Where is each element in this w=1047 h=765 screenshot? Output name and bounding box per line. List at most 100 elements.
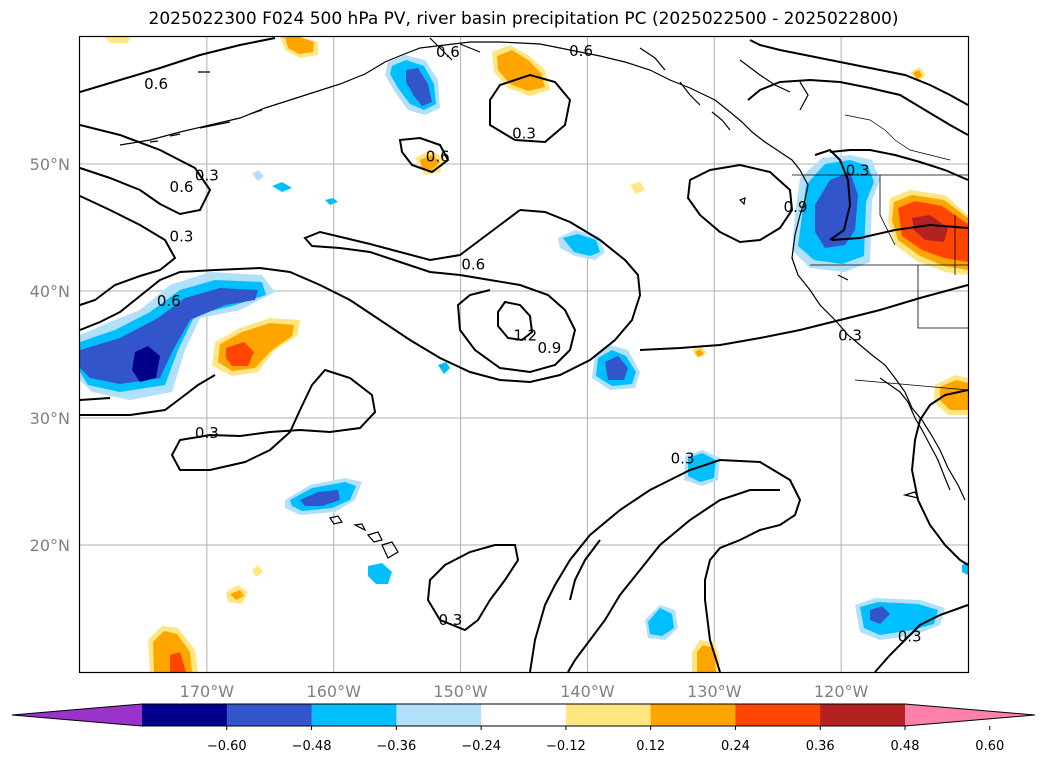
colorbar-segment	[565, 704, 652, 726]
pv-contour	[79, 37, 276, 93]
small-islands	[198, 71, 920, 499]
colorbar-segment	[226, 704, 313, 726]
colorbar-tick-label: −0.60	[207, 739, 247, 754]
lon-tick-label: 160°W	[307, 682, 362, 701]
precip-positive-area	[230, 590, 244, 600]
pv-contour	[639, 284, 969, 351]
colorbar-tick-label: −0.12	[546, 739, 586, 754]
colorbar-tick-label: 0.36	[806, 739, 835, 754]
map-title: 2025022300 F024 500 hPa PV, river basin …	[148, 9, 899, 29]
map-frame	[78, 35, 970, 674]
contour-label: 0.3	[898, 627, 922, 645]
precip-positive-area	[226, 342, 254, 366]
colorbar-tick-label: −0.36	[376, 739, 416, 754]
precip-negative-area	[272, 182, 292, 192]
precip-negative-area	[962, 562, 968, 575]
contour-label: 0.3	[671, 450, 695, 468]
contour-label: 0.9	[784, 198, 808, 216]
colorbar-segment	[396, 704, 482, 726]
pv-contour	[79, 124, 212, 216]
colorbar-tick-label: 0.48	[891, 739, 920, 754]
colorbar-segment	[820, 704, 906, 726]
colorbar-tick-label: 0.24	[721, 739, 750, 754]
precip-positive-area	[252, 565, 263, 577]
precip-positive-area	[170, 652, 186, 672]
pv-contour	[497, 300, 534, 342]
colorbar: −0.60 −0.48 −0.36 −0.24 −0.12 0.12 0.24 0.36 0.4…	[11, 703, 1036, 754]
precip-positive-area	[940, 380, 968, 410]
alaska-coastline	[119, 41, 801, 171]
lon-tick-label: 140°W	[560, 682, 615, 701]
contour-label: 0.6	[461, 255, 485, 273]
precip-positive-area	[420, 155, 440, 170]
pv-contour	[426, 544, 520, 632]
pv-contour	[829, 149, 969, 181]
pv-contour	[814, 148, 969, 241]
alaska-coastline	[149, 109, 263, 143]
precip-negative-area	[870, 606, 890, 624]
hawaii-island	[329, 515, 399, 559]
north-america-coastline	[791, 169, 966, 501]
contour-label: 0.6	[426, 147, 450, 165]
precip-negative-area	[300, 490, 340, 506]
precip-positive-area	[912, 215, 948, 242]
precip-negative-area	[368, 563, 392, 584]
colorbar-segment	[311, 704, 397, 726]
colorbar-tick-label: 0.12	[636, 739, 665, 754]
lon-tick-label: 120°W	[814, 682, 869, 701]
colorbar-tick-label: 0.60	[975, 739, 1004, 754]
pv-contour	[910, 389, 969, 566]
contour-label: 1.2	[513, 326, 537, 344]
canada-interior-lines	[844, 114, 951, 161]
pv-contour	[79, 195, 177, 306]
contour-label: 0.9	[537, 339, 561, 357]
pv-contour	[686, 163, 794, 244]
pv-contour	[79, 374, 216, 416]
colorbar-extend-high	[905, 704, 1035, 726]
lat-tick-label: 20°N	[30, 536, 70, 555]
precip-negative-area	[406, 68, 432, 106]
contour-label: 0.3	[195, 166, 219, 184]
baja-coastline	[879, 377, 951, 491]
contour-label: 0.6	[436, 43, 460, 61]
colorbar-outline	[11, 703, 1036, 727]
precip-negative-area	[132, 346, 160, 382]
pv-contour	[529, 458, 802, 673]
precip-negative-area	[688, 453, 716, 482]
pv-contour	[747, 39, 969, 136]
colorbar-segment	[481, 704, 567, 726]
contour-label: 0.3	[838, 326, 862, 344]
pv-contour	[567, 489, 780, 673]
contour-label: 0.3	[846, 161, 870, 179]
state-borders	[792, 174, 969, 391]
contour-label: 0.6	[170, 178, 194, 196]
precip-positive-area	[630, 182, 645, 194]
precip-positive-area	[695, 349, 704, 357]
contour-label: 0.6	[157, 292, 181, 310]
pv-contours	[79, 37, 969, 673]
precip-positive-area	[105, 37, 130, 43]
alaska-coastline	[429, 37, 481, 61]
pv-contour	[398, 136, 450, 174]
lon-tick-label: 130°W	[687, 682, 742, 701]
precip-negative-area	[563, 234, 600, 256]
precip-negative-area	[648, 608, 674, 636]
lat-tick-label: 40°N	[30, 282, 70, 301]
precip-negative-area	[605, 356, 628, 380]
colorbar-segment	[142, 704, 228, 726]
contour-label: 0.3	[512, 125, 536, 143]
pv-contour	[456, 279, 577, 374]
colorbar-tick-label: −0.48	[292, 739, 332, 754]
colorbar-segment	[735, 704, 821, 726]
colorbar-tick-label: −0.24	[461, 739, 501, 754]
contour-label: 0.3	[170, 227, 194, 245]
lat-tick-label: 30°N	[30, 409, 70, 428]
pv-contour	[79, 209, 642, 384]
precip-negative-area	[252, 170, 264, 181]
precip-negative-area	[325, 198, 338, 205]
precip-positive-area	[497, 50, 545, 91]
contour-label: 0.3	[438, 611, 462, 629]
contour-label: 0.6	[569, 42, 593, 60]
colorbar-extend-low	[12, 704, 142, 726]
